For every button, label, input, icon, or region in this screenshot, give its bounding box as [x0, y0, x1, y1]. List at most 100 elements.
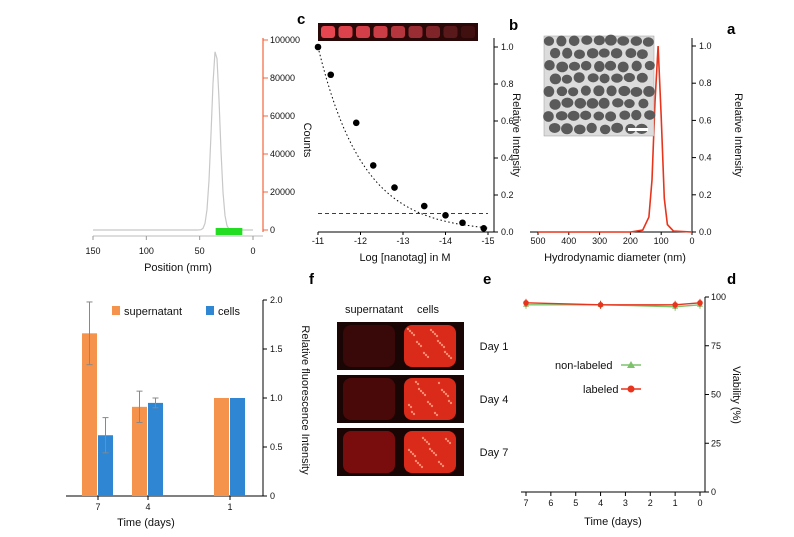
cells-speckle	[449, 401, 453, 405]
tem-particle	[581, 35, 593, 45]
panel-b-data-point	[442, 212, 449, 219]
cells-speckle	[434, 453, 438, 457]
tem-particle	[567, 110, 580, 121]
well-dot	[373, 26, 388, 38]
tem-particle	[631, 109, 642, 121]
cells-well	[404, 325, 456, 367]
panel-c-laser-band	[215, 228, 243, 235]
cells-speckle	[447, 354, 451, 358]
well-dot	[443, 26, 458, 38]
panel-d-labeled-point	[672, 302, 678, 308]
panel-letter-f: f	[309, 271, 315, 288]
tem-particle	[593, 111, 605, 121]
panel-bar-chart: 0 0.5 1.0 1.5 2.0 1 4 7 cells supernatant Rela…	[66, 295, 311, 529]
panel-d-series-line	[526, 304, 701, 308]
panel-a-xtick-label: 200	[623, 236, 638, 246]
tem-particle	[617, 36, 630, 46]
cells-speckle	[449, 356, 453, 360]
cells-speckle	[417, 342, 421, 346]
tem-particle	[543, 86, 555, 97]
panel-a-tem-image	[543, 34, 656, 137]
cells-speckle	[413, 454, 417, 458]
panel-d-ytick-label: 75	[711, 341, 721, 351]
panel-a-xtick-label: 400	[561, 236, 576, 246]
panel-c-ytick-label: 0	[270, 225, 275, 235]
panel-b-ytick-label: 0.6	[501, 116, 514, 126]
cells-speckle	[437, 381, 441, 385]
legend-labeled-label: labeled	[583, 384, 618, 396]
cells-speckle	[423, 393, 427, 397]
tem-particle	[543, 111, 554, 122]
cells-speckle	[412, 333, 416, 337]
tem-particle	[586, 122, 597, 134]
panel-letter-a: a	[727, 21, 736, 38]
cells-speckle	[438, 341, 442, 345]
tem-particle	[619, 110, 631, 120]
cells-speckle	[426, 355, 430, 359]
well-dot	[391, 26, 405, 38]
panel-b: b 0.0 0.2 0.4 0.6 0.8 1.0 -15 -14 -13 -12 -11 Rel…	[312, 17, 522, 264]
row-label-day-7: Day 7	[480, 447, 509, 459]
well-dot	[338, 26, 353, 38]
cells-speckle	[437, 460, 441, 464]
panel-a-ytick-label: 0.6	[699, 115, 712, 125]
panel-b-xtick-label: -13	[396, 236, 409, 246]
cells-speckle	[448, 441, 452, 445]
panel-letter-c: c	[297, 11, 305, 28]
tem-particle	[644, 110, 656, 120]
tem-particle	[555, 111, 568, 121]
panel-d-legend: labeled non-labeled	[555, 360, 641, 396]
tem-particle	[587, 73, 599, 83]
tem-particle	[544, 59, 555, 71]
well-dot	[426, 26, 440, 38]
panel-a-xtick-label: 100	[654, 236, 669, 246]
cells-speckle	[429, 328, 433, 332]
cells-speckle	[440, 388, 444, 392]
bar-chart-xtick-label: 7	[95, 502, 100, 512]
cells-well	[404, 378, 456, 420]
panel-b-data-point	[480, 225, 488, 232]
panel-c-counts-line	[93, 51, 253, 231]
panel-b-xtick-label: -12	[354, 236, 367, 246]
tem-particle	[610, 48, 623, 59]
cells-speckle	[436, 339, 440, 343]
cells-speckle	[409, 450, 413, 454]
legend-non-labeled-label: non-labeled	[555, 360, 613, 372]
tem-particle	[593, 85, 605, 97]
bar-chart-xtick-label: 4	[145, 502, 150, 512]
panel-b-data-point	[314, 43, 322, 51]
cells-speckle	[414, 459, 418, 463]
cells-speckle	[425, 440, 429, 444]
supernatant-well	[343, 431, 395, 473]
cells-speckle	[407, 403, 411, 407]
cells-speckle	[412, 412, 416, 416]
tem-particle	[562, 47, 573, 59]
legend-labeled-marker	[627, 385, 635, 393]
well-dot	[408, 26, 423, 38]
tem-particle	[549, 47, 561, 59]
panel-d-ylabel: Viability (%)	[730, 366, 742, 424]
panel-letter-d: d	[727, 271, 736, 288]
tem-particle	[630, 87, 643, 97]
cells-speckle	[433, 411, 437, 415]
cells-speckle	[440, 343, 444, 347]
well-dot	[356, 26, 370, 38]
panel-c-ylabel: Counts	[301, 123, 313, 158]
tem-particle	[561, 123, 573, 135]
row-label-day-4: Day 4	[480, 394, 509, 406]
tem-particle	[561, 97, 574, 108]
panel-d-xtick-label: 0	[697, 498, 702, 508]
tem-particle	[599, 73, 610, 84]
tem-particle	[636, 72, 648, 83]
panel-d-ytick-label: 50	[711, 390, 721, 400]
tem-particle	[586, 48, 599, 59]
tem-particle	[574, 98, 587, 109]
tem-particle	[625, 48, 637, 59]
bar-cells	[148, 402, 163, 496]
panel-b-ytick-label: 0.4	[501, 153, 514, 163]
tem-particle	[638, 98, 649, 109]
tem-particle	[618, 85, 631, 97]
panel-a-ytick-label: 0.4	[699, 153, 712, 163]
col-header-cells: cells	[417, 304, 440, 316]
cells-speckle	[410, 331, 414, 335]
